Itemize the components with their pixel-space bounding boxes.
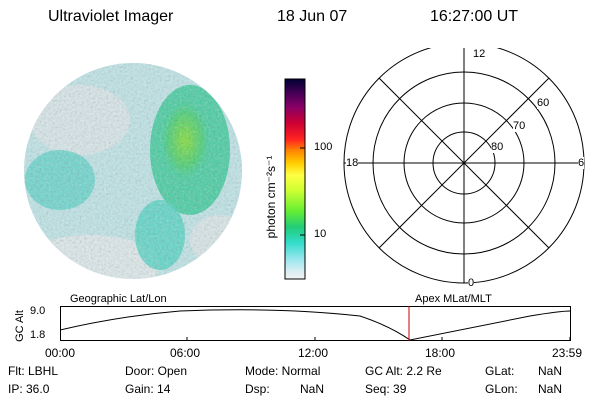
orbit-y-tick-bottom: 1.8 [30,329,46,341]
colorbar-tick-label-10: 10 [314,228,327,240]
polar-label-12: 12 [472,48,487,60]
orbit-y-axis-label: GC Alt [14,310,26,342]
polar-label-0: 0 [468,277,475,289]
polar-ring-label-80: 80 [491,141,504,153]
info-glon-label: GLon: [485,382,518,396]
orbit-altitude-curve [60,309,571,341]
info-glon-value: NaN [538,382,563,396]
orbit-time-label: 12:00 [298,346,329,360]
orbit-time-label: 06:00 [170,346,201,360]
info-mode: Mode: Normal [245,364,321,378]
orbit-caption-geographic: Geographic Lat/Lon [70,293,167,305]
colorbar-unit-label: photon cm⁻²s⁻¹ [264,155,278,239]
info-ip: IP: 36.0 [8,382,50,396]
polar-ring-label-60: 60 [537,97,550,109]
orbit-caption-apex: Apex MLat/MLT [415,293,492,305]
auroral-image [24,63,242,279]
orbit-time-label: 18:00 [425,346,456,360]
polar-ring-label-70: 70 [513,120,526,132]
info-dsp-label: Dsp: [245,382,270,396]
info-gain: Gain: 14 [125,382,171,396]
orbit-time-label: 00:00 [45,346,76,360]
info-glat-label: GLat: [485,364,515,378]
colorbar-tick-label-100: 100 [314,141,333,153]
info-seq: Seq: 39 [365,382,407,396]
info-gc-alt: GC Alt: 2.2 Re [365,364,442,378]
info-door: Door: Open [125,364,188,378]
time-label: 16:27:00 UT [430,8,519,25]
orbit-time-label: 23:59 [552,346,583,360]
polar-label-6: 6 [578,157,585,169]
polar-diagonal-2 [378,77,550,249]
polar-grid [343,48,585,284]
colorbar [284,78,306,280]
polar-label-18: 18 [346,157,359,169]
orbit-y-tick-top: 9.0 [30,305,46,317]
date-label: 18 Jun 07 [277,8,348,25]
info-dsp-value: NaN [300,382,325,396]
info-glat-value: NaN [538,364,563,378]
orbit-plot [60,306,571,341]
instrument-title: Ultraviolet Imager [48,8,174,25]
info-filter: Flt: LBHL [8,364,59,378]
